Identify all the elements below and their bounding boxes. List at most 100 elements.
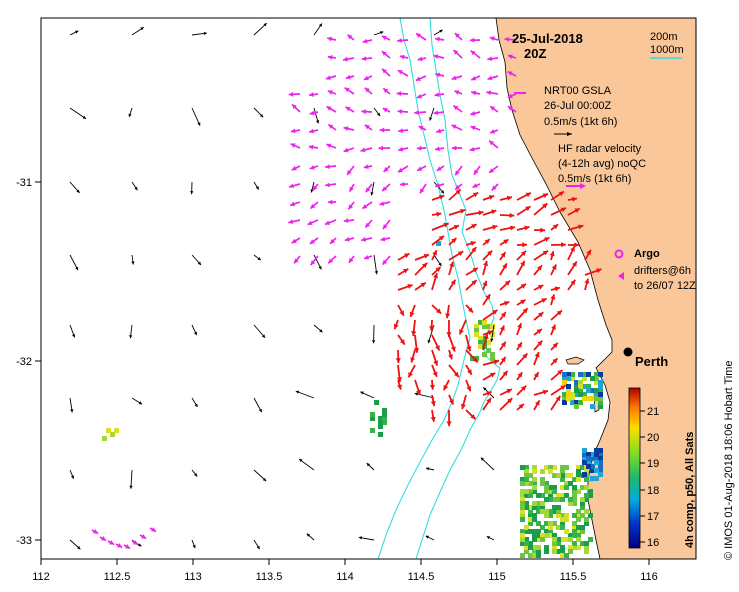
sst-pixel [584, 509, 589, 514]
sst-pixel [576, 509, 581, 514]
drifter-arrow [379, 127, 391, 133]
sst-pixel [594, 448, 599, 453]
drifter-arrow [491, 183, 499, 192]
drifter-arrow [469, 37, 481, 43]
radar-arrow [533, 249, 549, 261]
radar-arrow [431, 235, 445, 246]
radar-arrow [584, 249, 592, 261]
sst-pixel [594, 380, 599, 385]
sst-pixel [582, 372, 587, 377]
drifter-arrow [290, 143, 301, 149]
drifter-arrow [470, 49, 481, 59]
sst-pixel [590, 464, 595, 469]
drifter-legend-icon [618, 272, 624, 280]
radar-arrow [516, 250, 527, 261]
radar-arrow [431, 222, 449, 231]
gsla-arrow [298, 458, 315, 471]
radar-arrow [482, 293, 491, 306]
sst-pixel [576, 533, 581, 538]
sst-pixel [532, 485, 537, 490]
radar-arrow [550, 190, 565, 201]
sst-pixel [590, 452, 595, 457]
credit-label: © IMOS 01-Aug-2018 18:06 Hobart Time [723, 361, 735, 560]
sst-pixel [578, 388, 583, 393]
sst-pixel [540, 525, 545, 530]
radar-arrow [431, 364, 438, 378]
sst-pixel [594, 452, 599, 457]
drifter-legend-line1: drifters@6h [634, 265, 691, 277]
gsla-arrow [490, 324, 495, 342]
radar-arrow [516, 299, 526, 306]
radar-arrow [482, 238, 491, 246]
sst-pixel [474, 324, 479, 329]
sst-pixel [110, 432, 115, 437]
sst-pixel [580, 497, 585, 502]
sst-pixel [552, 505, 557, 510]
sst-pixel [574, 392, 579, 397]
sst-pixel [524, 469, 529, 474]
radar-arrow [533, 236, 550, 246]
radar-arrow [550, 242, 566, 248]
sst-pixel [586, 456, 591, 461]
sst-pixel [482, 324, 487, 329]
radar-arrow [533, 264, 543, 276]
sst-pixel [486, 340, 491, 345]
radar-arrow [584, 268, 602, 276]
radar-arrow [409, 304, 416, 318]
sst-pixel [544, 485, 549, 490]
drifter-arrow [397, 38, 409, 43]
sst-pixel [528, 521, 533, 526]
gsla-arrow [69, 107, 87, 120]
drifter-arrow [308, 92, 319, 98]
drifter-arrow [433, 54, 445, 59]
drifter-arrow [399, 181, 409, 187]
y-tick-label: -31 [16, 177, 32, 189]
radar-arrow [448, 224, 460, 231]
sst-pixel [532, 489, 537, 494]
drifter-arrow [365, 183, 373, 193]
radar-arrow [567, 196, 578, 202]
radar-arrow [533, 284, 544, 291]
sst-pixel [378, 432, 383, 437]
sst-pixel [528, 517, 533, 522]
sst-pixel [566, 388, 571, 393]
sst-pixel [564, 513, 569, 518]
gsla-arrow [306, 533, 315, 541]
drifter-arrow [326, 143, 337, 149]
sst-pixel [598, 468, 603, 473]
isobath-1000m [377, 18, 471, 559]
drifter-arrow [308, 128, 319, 134]
sst-pixel [478, 344, 483, 349]
sst-pixel [536, 537, 541, 542]
sst-pixel [524, 505, 529, 510]
radar-arrow [397, 379, 402, 390]
sst-pixel [580, 465, 585, 470]
sst-pixel [474, 328, 479, 333]
sst-pixel [580, 501, 585, 506]
drifter-arrow [451, 124, 463, 131]
sst-pixel [524, 529, 529, 534]
sst-pixel [552, 465, 557, 470]
sst-pixel [590, 376, 595, 381]
sst-pixel [544, 489, 549, 494]
drifter-arrow [308, 144, 319, 150]
sst-pixel [598, 472, 603, 477]
gsla-arrow [191, 469, 198, 477]
gsla-arrow [190, 181, 194, 195]
radar-arrow [499, 238, 509, 246]
radar-arrow [499, 370, 509, 381]
drifter-arrow [383, 165, 391, 173]
sst-pixel [560, 485, 565, 490]
sst-pixel [584, 485, 589, 490]
colorbar-tick-label: 16 [647, 537, 659, 549]
radar-legend-arrow [566, 183, 586, 189]
sst-pixel [490, 324, 495, 329]
sst-pixel [580, 525, 585, 530]
sst-pixel [548, 485, 553, 490]
sst-pixel [520, 517, 525, 522]
drifter-arrow [361, 236, 373, 242]
drifter-arrow [288, 219, 301, 225]
radar-arrow [448, 279, 457, 291]
drifter-arrow [489, 105, 499, 113]
gsla-arrow [373, 254, 378, 275]
